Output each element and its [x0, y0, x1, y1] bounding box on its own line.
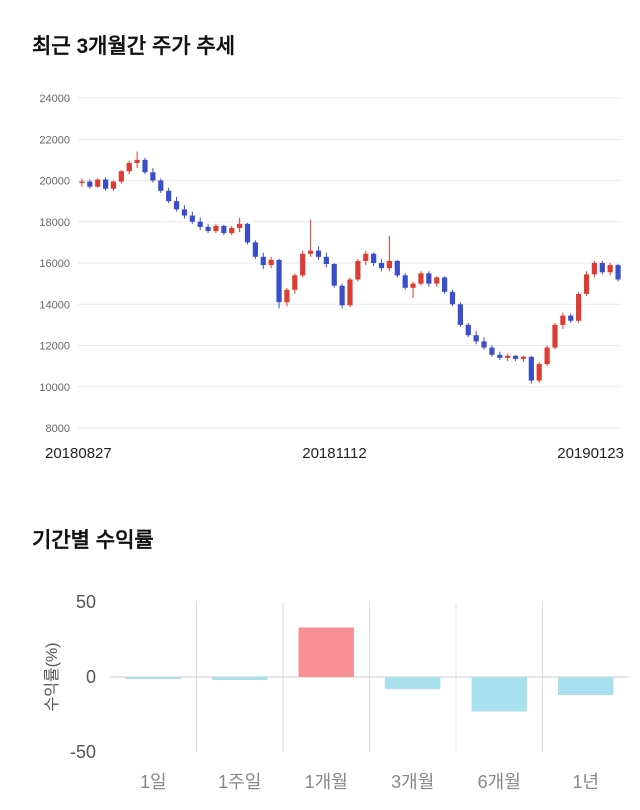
- svg-text:16000: 16000: [39, 258, 70, 270]
- svg-text:20000: 20000: [39, 176, 70, 188]
- svg-text:-50: -50: [70, 742, 96, 762]
- svg-text:8000: 8000: [46, 423, 70, 435]
- svg-text:22000: 22000: [39, 134, 70, 146]
- svg-text:1개월: 1개월: [305, 772, 348, 792]
- returns-bar-chart: 50 0 -50 수익률(%) 1일 1주일 1개월 3개월 6개월 1년: [43, 592, 629, 792]
- x-axis-label-mid: 20181112: [302, 445, 367, 462]
- svg-text:12000: 12000: [39, 341, 70, 353]
- returns-chart-title: 기간별 수익률: [32, 529, 154, 552]
- svg-text:3개월: 3개월: [391, 772, 434, 792]
- svg-text:0: 0: [86, 667, 96, 687]
- x-axis-label-end: 20190123: [557, 445, 624, 462]
- svg-text:24000: 24000: [39, 93, 70, 105]
- x-axis-label-start: 20180827: [45, 445, 112, 462]
- svg-text:수익률(%): 수익률(%): [43, 642, 61, 711]
- svg-text:50: 50: [76, 592, 96, 612]
- svg-text:10000: 10000: [39, 382, 70, 394]
- svg-text:18000: 18000: [39, 217, 70, 229]
- candlestick-x-axis: 20180827 20181112 20190123: [45, 445, 624, 462]
- svg-text:6개월: 6개월: [478, 772, 521, 792]
- svg-text:1주일: 1주일: [218, 772, 261, 792]
- price-chart-title: 최근 3개월간 주가 추세: [32, 35, 236, 58]
- candlestick-chart: 8000 10000 12000 14000 16000 18000 20000 22000 2…: [39, 93, 622, 435]
- svg-text:1일: 1일: [140, 772, 167, 792]
- svg-text:1년: 1년: [572, 772, 599, 792]
- svg-text:14000: 14000: [39, 299, 70, 311]
